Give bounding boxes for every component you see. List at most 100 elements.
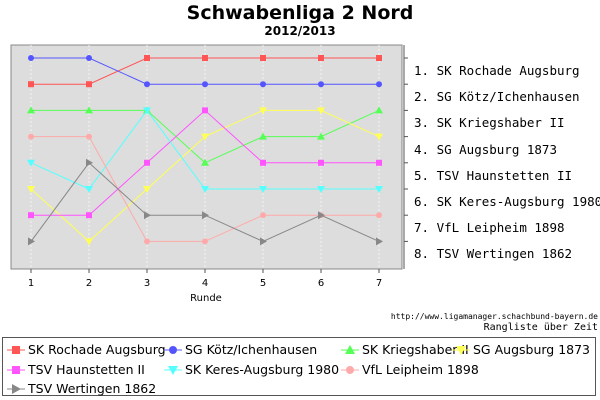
data-point xyxy=(260,159,266,166)
data-point xyxy=(260,237,267,246)
series-6 xyxy=(27,107,383,193)
legend-swatch xyxy=(341,365,359,374)
legend-marker xyxy=(168,365,178,375)
data-point xyxy=(28,81,34,88)
data-point xyxy=(144,211,151,220)
data-point xyxy=(318,81,324,88)
data-point xyxy=(375,133,383,141)
legend-swatch xyxy=(452,345,470,355)
series-4 xyxy=(27,107,383,246)
ranking-row: 6. SK Keres-Augsburg 1980 xyxy=(414,194,600,209)
ranking-row: 1. SK Rochade Augsburg xyxy=(414,63,580,78)
legend-marker xyxy=(456,345,466,355)
legend-item: TSV Haunstetten II xyxy=(7,362,145,377)
legend-label: SK Rochade Augsburg xyxy=(28,342,166,357)
data-point xyxy=(144,159,150,166)
data-point xyxy=(86,133,92,140)
data-point xyxy=(144,238,150,245)
legend-marker xyxy=(345,344,355,354)
ranking-row: 8. TSV Wertingen 1862 xyxy=(414,246,573,262)
ranking-row: 7. VfL Leipheim 1898 xyxy=(414,220,565,236)
data-point xyxy=(201,186,209,193)
legend-item: VfL Leipheim 1898 xyxy=(341,362,479,377)
legend-swatch xyxy=(341,344,359,354)
series-3 xyxy=(27,106,383,166)
data-point xyxy=(86,55,92,61)
ranking-row: 4. SG Augsburg 1873 xyxy=(414,141,557,157)
data-point xyxy=(259,186,267,193)
legend-swatch xyxy=(164,365,182,375)
legend-marker xyxy=(12,365,20,374)
legend-marker xyxy=(346,365,354,374)
data-point xyxy=(376,81,382,88)
legend-marker xyxy=(12,383,21,394)
data-point xyxy=(144,81,150,88)
legend-marker xyxy=(12,345,20,354)
data-point xyxy=(202,55,208,61)
legend-swatch xyxy=(7,365,25,374)
x-tick-label: 2 xyxy=(86,278,92,289)
data-point xyxy=(144,55,150,61)
legend-label: VfL Leipheim 1898 xyxy=(362,362,479,377)
x-tick-label: 4 xyxy=(202,278,208,289)
legend-label: TSV Wertingen 1862 xyxy=(28,381,157,396)
x-axis-label: Runde xyxy=(190,293,222,304)
legend-label: SG Kötz/Ichenhausen xyxy=(185,342,318,357)
data-point xyxy=(318,159,324,166)
data-point xyxy=(27,159,35,167)
data-point xyxy=(202,211,209,220)
data-point xyxy=(376,237,383,246)
series-2 xyxy=(28,55,382,88)
series-8 xyxy=(28,158,383,246)
legend-item: SG Augsburg 1873 xyxy=(452,342,590,357)
data-point xyxy=(317,107,325,115)
data-point xyxy=(259,107,267,115)
data-point xyxy=(86,158,93,167)
x-tick-label: 1 xyxy=(28,278,34,289)
data-point xyxy=(28,133,34,140)
chart-subcaption: Rangliste über Zeit xyxy=(483,322,598,333)
data-point xyxy=(86,81,92,88)
legend-label: SK Kriegshaber II xyxy=(362,342,469,357)
data-point xyxy=(85,106,93,114)
source-url: http://www.ligamanager.schachbund-bayern… xyxy=(390,312,598,321)
data-point xyxy=(28,212,34,219)
ranking-row: 5. TSV Haunstetten II xyxy=(414,167,573,183)
x-tick-label: 5 xyxy=(260,278,266,289)
data-point xyxy=(376,55,382,61)
chart-subtitle: 2012/2013 xyxy=(264,24,336,38)
data-point xyxy=(28,237,35,246)
data-point xyxy=(27,186,35,193)
data-point xyxy=(375,106,383,114)
data-point xyxy=(318,55,324,61)
data-point xyxy=(202,238,208,245)
data-point xyxy=(376,159,382,166)
data-point xyxy=(260,55,266,61)
data-point xyxy=(28,55,34,61)
legend-item: SK Keres-Augsburg 1980 xyxy=(164,362,339,377)
ranking-row: 2. SG Kötz/Ichenhausen xyxy=(414,89,580,105)
data-point xyxy=(143,186,151,193)
data-point xyxy=(376,212,382,219)
legend-label: SK Keres-Augsburg 1980 xyxy=(185,362,340,377)
series-1 xyxy=(28,55,382,88)
data-point xyxy=(202,107,208,114)
data-point xyxy=(85,186,93,193)
data-point xyxy=(27,106,35,114)
legend-swatch xyxy=(7,383,25,394)
data-point xyxy=(201,133,209,141)
x-tick-label: 7 xyxy=(376,278,382,289)
data-point xyxy=(143,107,151,115)
data-point xyxy=(85,238,93,246)
x-tick-label: 3 xyxy=(144,278,150,289)
data-point xyxy=(375,186,383,193)
data-point xyxy=(86,212,92,219)
data-point xyxy=(202,81,208,88)
plot-area xyxy=(10,44,403,270)
x-tick-label: 6 xyxy=(318,278,324,289)
series-5 xyxy=(28,107,382,219)
chart-title: Schwabenliga 2 Nord xyxy=(186,2,414,24)
data-point xyxy=(201,158,209,166)
chart-legend: SK Rochade Augsburg SG Kötz/Ichenhausen SK… xyxy=(2,337,596,396)
